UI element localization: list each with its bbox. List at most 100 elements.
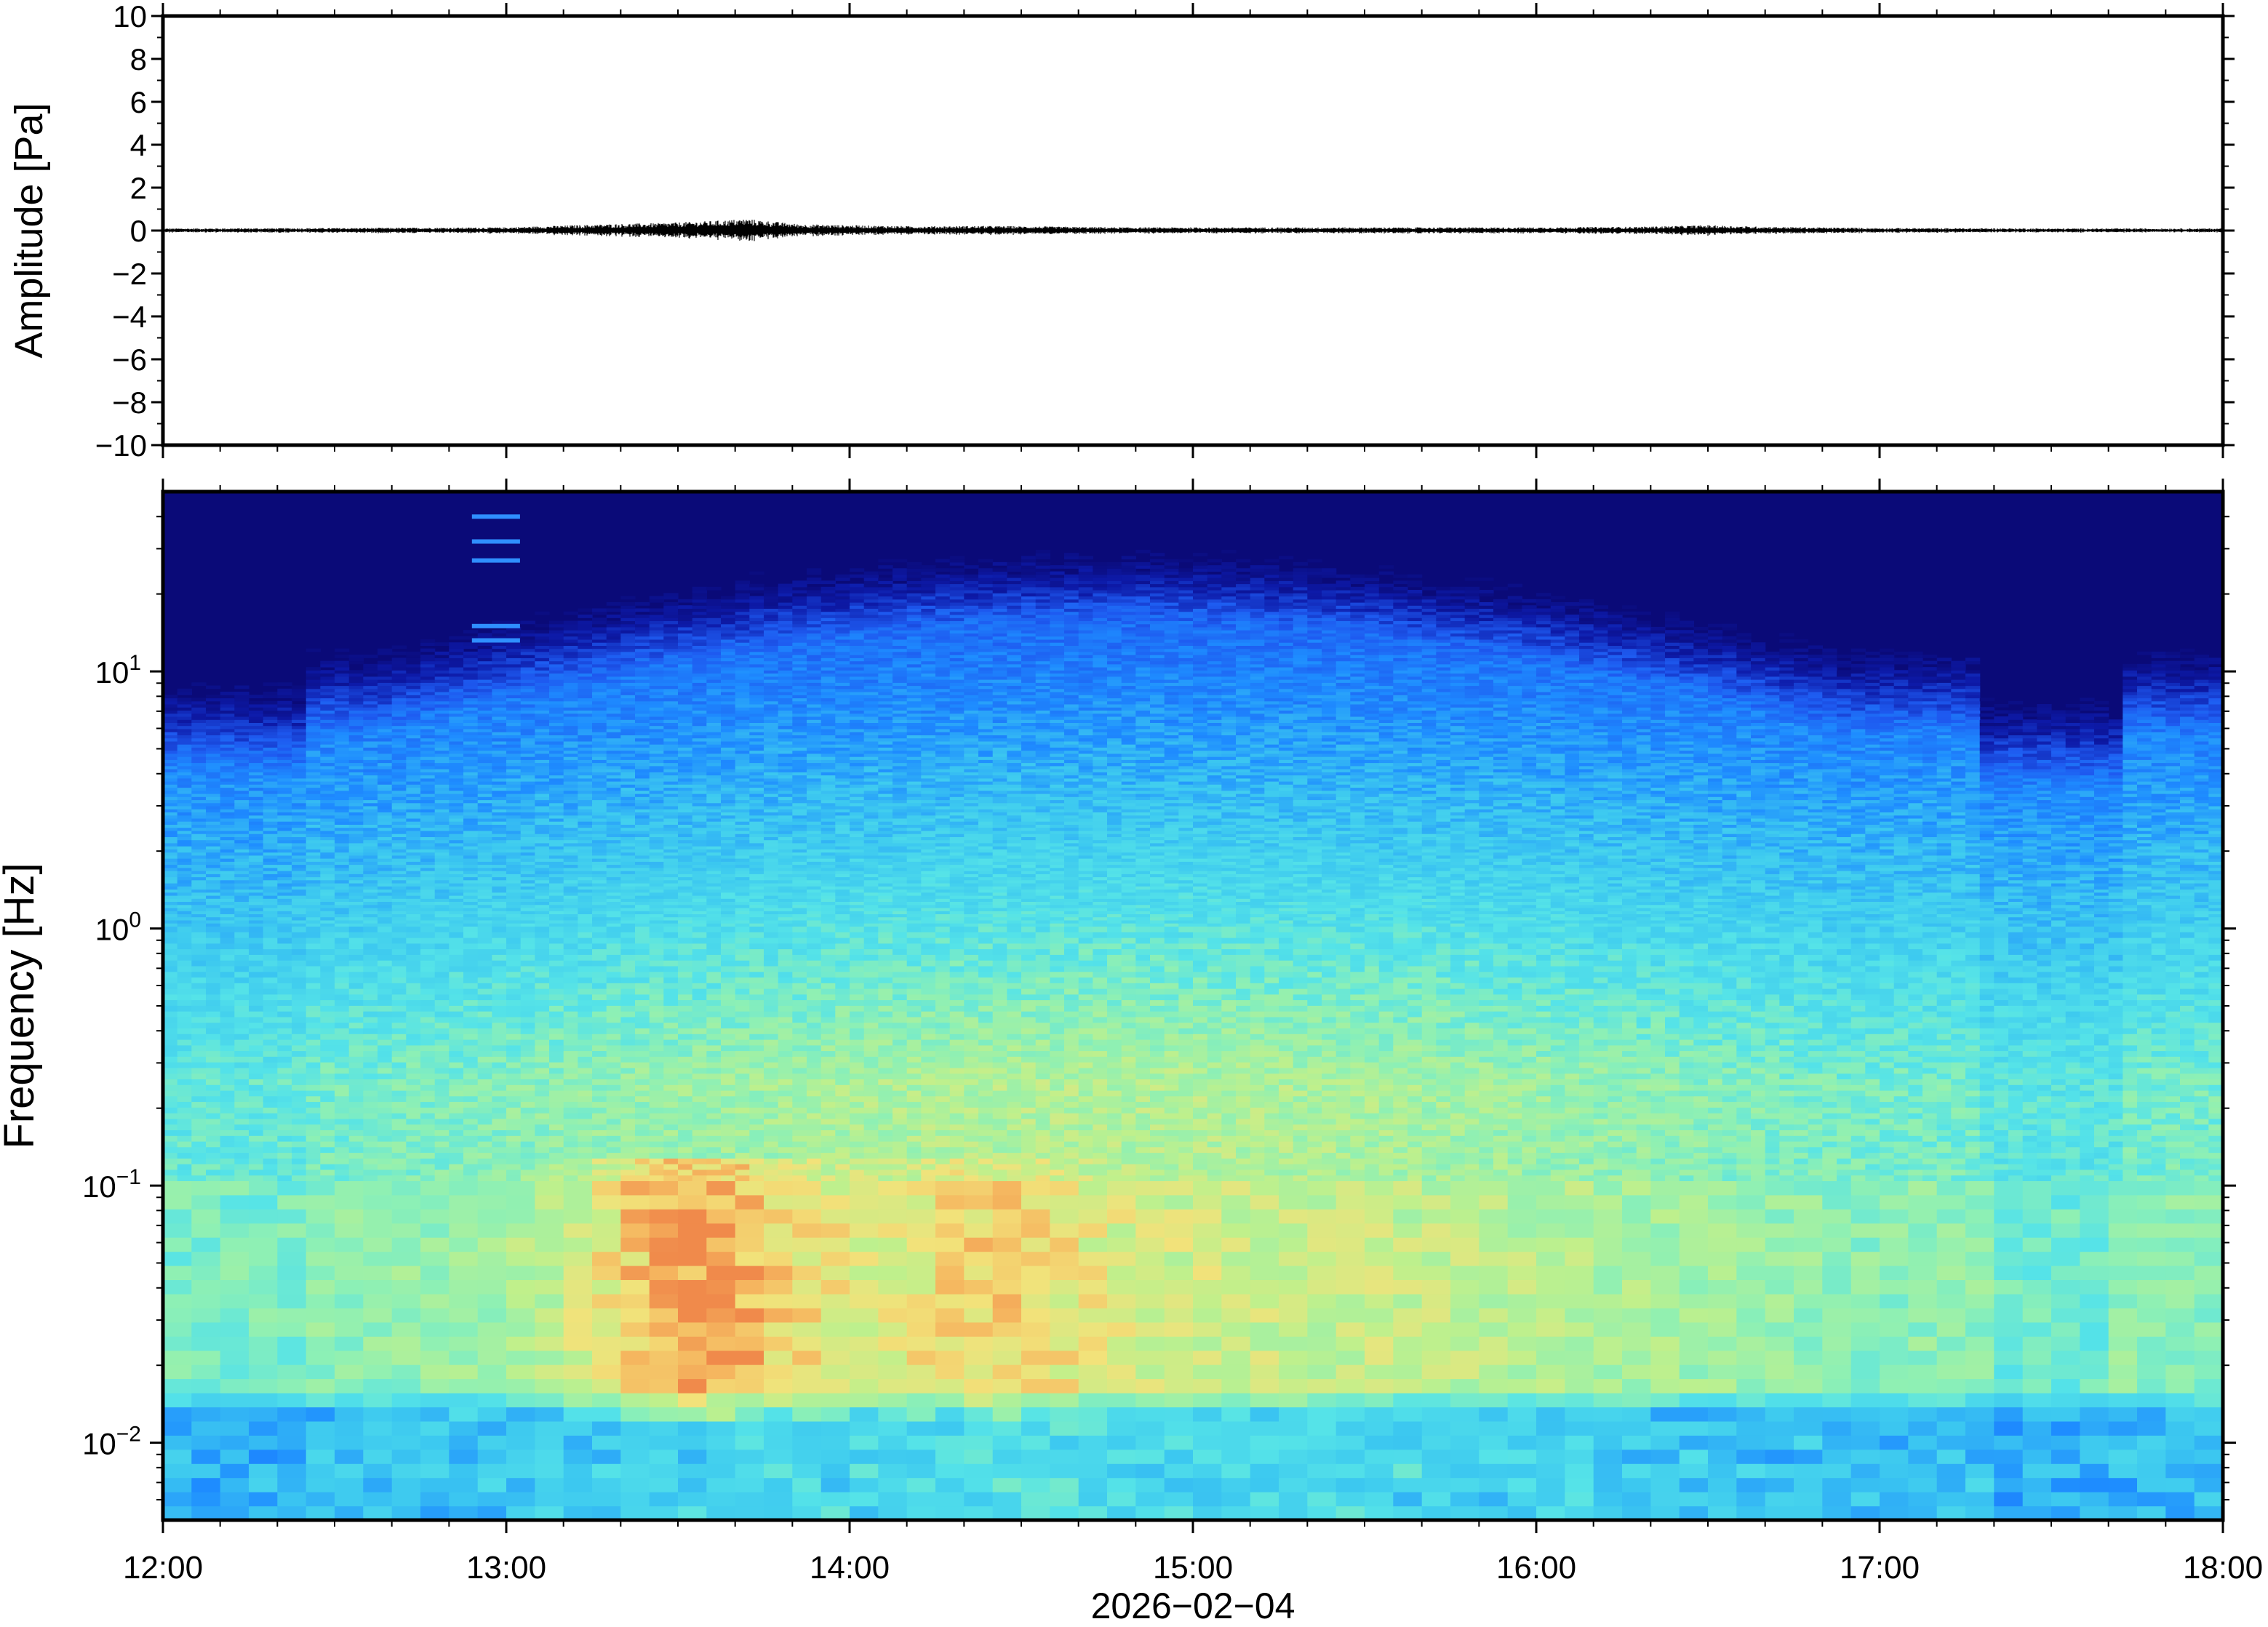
spectrogram-cell (993, 1084, 1007, 1090)
spectrogram-cell (678, 1153, 692, 1159)
spectrogram-cell (1107, 1175, 1122, 1181)
spectrogram-cell (1307, 1308, 1336, 1322)
spectrogram-cell (1851, 1102, 1866, 1108)
spectrogram-cell (2109, 1147, 2123, 1153)
spectrogram-cell (1965, 1130, 1980, 1135)
spectrogram-cell (1779, 1119, 1794, 1124)
spectrogram-cell (1422, 1223, 1451, 1238)
spectrogram-cell (1794, 1102, 1808, 1108)
spectrogram-cell (578, 1113, 592, 1119)
spectrogram-cell (1450, 1147, 1465, 1153)
spectrogram-cell (1178, 1113, 1193, 1119)
spectrogram-cell (1680, 1170, 1694, 1175)
spectrogram-cell (1407, 1056, 1422, 1062)
spectrogram-cell (878, 1170, 893, 1175)
spectrogram-cell (2008, 1175, 2023, 1181)
spectrogram-cell (678, 1170, 692, 1175)
spectrogram-cell (1965, 1180, 1995, 1195)
spectrogram-cell (191, 1124, 206, 1130)
spectrogram-cell (721, 1107, 735, 1113)
spectrogram-cell (1650, 1252, 1680, 1266)
spectrogram-cell (1165, 1147, 1179, 1153)
spectrogram-cell (2195, 1407, 2224, 1422)
spectrogram-cell (163, 1209, 192, 1223)
spectrogram-cell (592, 1266, 621, 1280)
spectrogram-cell (1922, 1090, 1937, 1096)
spectrogram-cell (535, 1153, 549, 1159)
spectrogram-cell (620, 1322, 650, 1337)
spectrogram-cell (1837, 1096, 1851, 1102)
spectrogram-cell (1165, 1351, 1194, 1365)
spectrogram-cell (2051, 1336, 2080, 1351)
spectrogram-cell (907, 1074, 922, 1079)
spectrogram-cell (678, 1130, 692, 1135)
spectrogram-cell (449, 1141, 463, 1147)
spectrogram-cell (2109, 1223, 2138, 1238)
spectrogram-cell (2137, 1119, 2152, 1124)
spectrogram-cell (1880, 1336, 1909, 1351)
spectrogram-cell (1450, 1463, 1480, 1478)
spectrogram-cell (1165, 1280, 1194, 1295)
spectrogram-cell (1508, 1322, 1537, 1337)
spectrogram-cell (363, 1068, 378, 1074)
spectrogram-cell (1465, 1107, 1480, 1113)
spectrogram-cell (1922, 1147, 1937, 1153)
spectrogram-cell (1050, 1478, 1079, 1492)
spectrogram-cell (220, 1084, 235, 1090)
spectrogram-cell (735, 1130, 750, 1135)
spectrogram-cell (1508, 1379, 1537, 1394)
spectrogram-cell (1736, 1084, 1751, 1090)
spectrogram-cell (249, 1084, 263, 1090)
spectrogram-cell (706, 1056, 721, 1062)
spectrogram-cell (663, 1147, 678, 1153)
spectrogram-cell (1007, 1107, 1021, 1113)
spectrogram-cell (378, 1147, 392, 1153)
spectrogram-cell (449, 1158, 463, 1164)
spectrogram-cell (1708, 1158, 1722, 1164)
spectrogram-cell (2080, 1107, 2094, 1113)
spectrogram-cell (650, 1107, 664, 1113)
spectrogram-cell (1565, 1463, 1594, 1478)
spectrogram-cell (1093, 1175, 1107, 1181)
spectrogram-cell (1221, 1237, 1250, 1252)
spectrogram-cell (835, 1141, 850, 1147)
spectrogram-cell (1951, 1113, 1965, 1119)
spectrogram-cell (406, 1158, 420, 1164)
spectrogram-cell (1150, 1102, 1165, 1108)
spectrogram-cell (1594, 1450, 1623, 1464)
spectrogram-cell (692, 1090, 707, 1096)
spectrogram-cell (950, 1090, 965, 1096)
spectrogram-cell (335, 1090, 349, 1096)
spectrogram-cell (1822, 1062, 1837, 1068)
spectrogram-cell (535, 1336, 564, 1351)
spectrogram-cell (1608, 1084, 1622, 1090)
spectrogram-cell (1021, 1463, 1050, 1478)
spectrogram-cell (935, 1119, 950, 1124)
spectrogram-cell (1565, 1153, 1579, 1159)
spectrogram-cell (2137, 1336, 2166, 1351)
spectrogram-cell (1221, 1478, 1250, 1492)
spectrogram-cell (1007, 1153, 1021, 1159)
spectrogram-cell (2051, 1393, 2080, 1407)
spectrogram-cell (678, 1223, 707, 1238)
spectrogram-cell (306, 1170, 321, 1175)
spectrogram-cell (249, 1351, 278, 1365)
spectrogram-cell (306, 1124, 321, 1130)
spectrogram-cell (306, 1237, 335, 1252)
spectrogram-cell (1622, 1124, 1637, 1130)
spectrogram-cell (2094, 1135, 2109, 1141)
spectrogram-cell (320, 1135, 335, 1141)
spectrogram-cell (878, 1294, 907, 1308)
spectrogram-cell (2165, 1102, 2180, 1108)
spectrogram-cell (1894, 1135, 1909, 1141)
spectrogram-cell (1107, 1351, 1136, 1365)
spectrogram-cell (2023, 1463, 2052, 1478)
spectrogram-cell (1594, 1170, 1608, 1175)
spectrogram-cell (506, 1107, 521, 1113)
spectrogram-cell (1021, 1364, 1050, 1379)
spectrogram-cell (1365, 1379, 1394, 1394)
spectrogram-cell (1465, 1170, 1480, 1175)
spectrogram-cell (2165, 1393, 2195, 1407)
spectrogram-cell (1536, 1102, 1551, 1108)
spectrogram-cell (1079, 1147, 1093, 1153)
